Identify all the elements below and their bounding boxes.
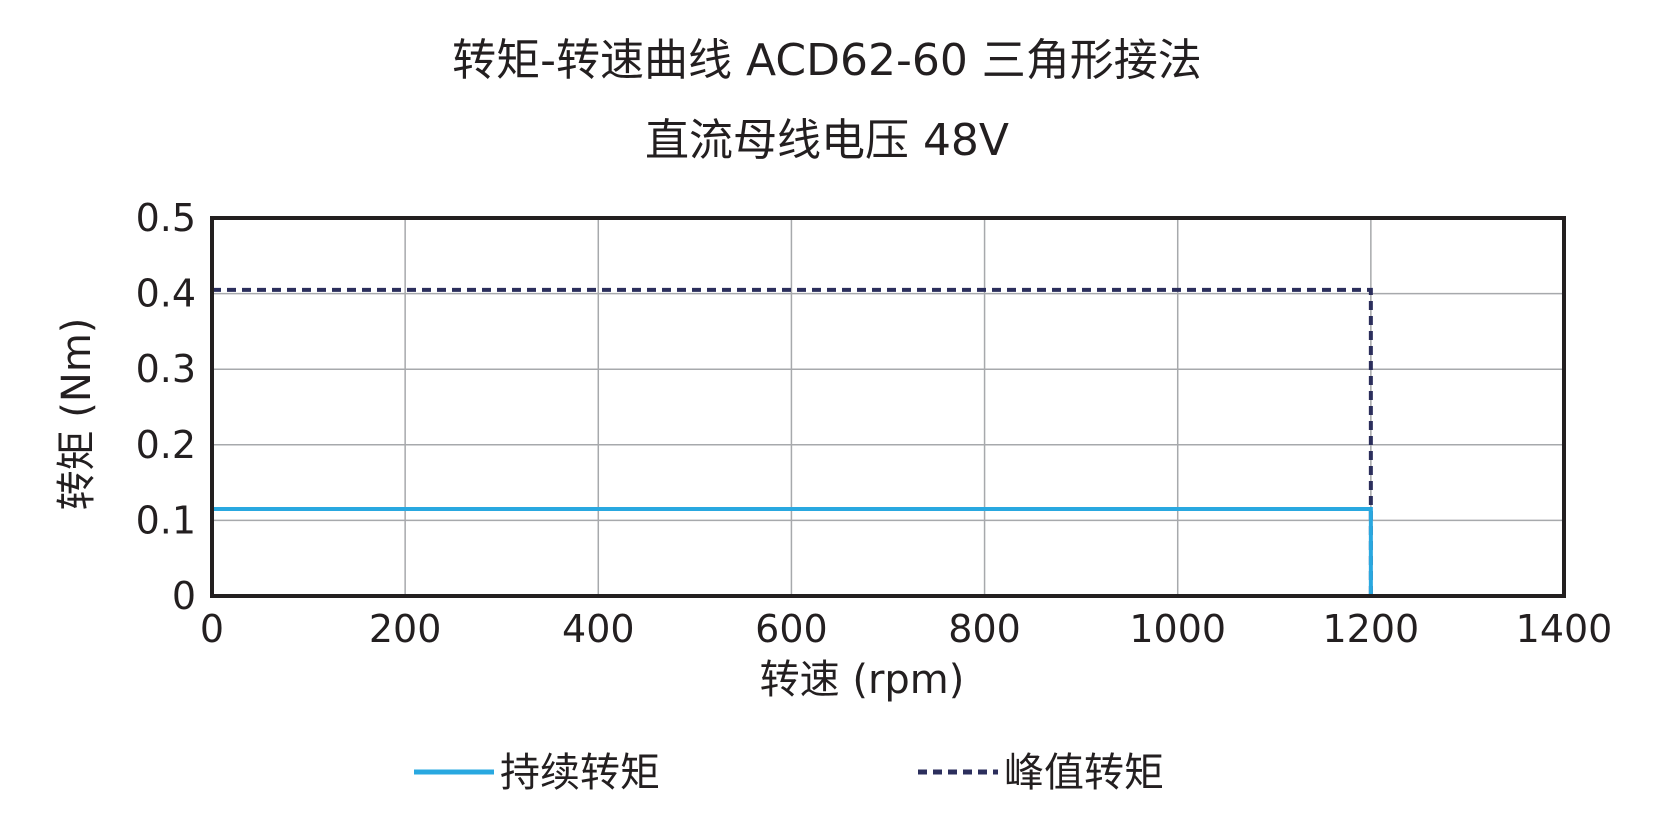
y-tick-label: 0.1 (136, 498, 196, 542)
y-tick-label: 0.4 (136, 272, 196, 316)
x-tick-label: 400 (562, 607, 635, 651)
x-tick-label: 800 (948, 607, 1021, 651)
y-axis-label: 转矩 (Nm) (54, 318, 100, 511)
data-series (212, 287, 1373, 596)
y-tick-label: 0 (172, 574, 196, 618)
x-tick-label: 200 (369, 607, 442, 651)
x-tick-labels: 0 200 400 600 800 1000 1200 1400 (200, 607, 1612, 651)
y-tick-label: 0.3 (136, 347, 196, 391)
legend: 持续转矩 峰值转矩 (414, 750, 1164, 796)
series-line (212, 287, 1373, 596)
x-axis-label: 转速 (rpm) (760, 657, 965, 703)
x-tick-label: 1400 (1516, 607, 1613, 651)
legend-label: 持续转矩 (500, 750, 660, 796)
x-tick-label: 1200 (1322, 607, 1419, 651)
grid-lines (212, 218, 1564, 596)
y-tick-labels: 0 0.1 0.2 0.3 0.4 0.5 (136, 196, 196, 618)
x-tick-label: 1000 (1129, 607, 1226, 651)
x-tick-label: 600 (755, 607, 828, 651)
legend-label: 峰值转矩 (1004, 750, 1164, 796)
series-line (212, 507, 1373, 596)
x-tick-label: 0 (200, 607, 224, 651)
y-tick-label: 0.5 (136, 196, 196, 240)
chart-title: 转矩-转速曲线 ACD62-60 三角形接法 (452, 35, 1202, 86)
chart-subtitle: 直流母线电压 48V (644, 115, 1010, 166)
y-tick-label: 0.2 (136, 423, 196, 467)
plot-frame (210, 216, 1566, 598)
